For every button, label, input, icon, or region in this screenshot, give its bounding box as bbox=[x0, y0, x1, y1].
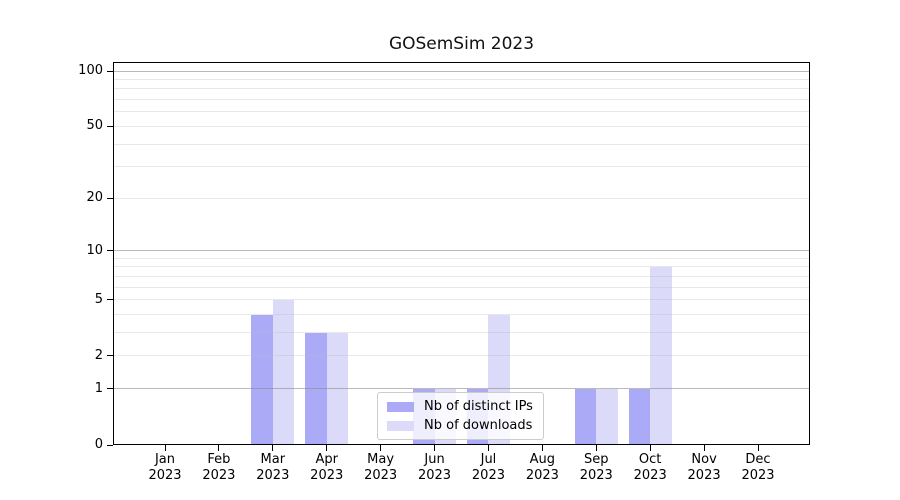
gridline-major-100 bbox=[114, 70, 809, 72]
bar-downloads-mar bbox=[272, 299, 295, 445]
gridline-major-1 bbox=[114, 388, 809, 390]
legend-item-downloads: Nb of downloads bbox=[387, 418, 534, 433]
bar-ips-mar bbox=[251, 314, 273, 445]
x-tick-label-oct: Oct 2023 bbox=[633, 452, 667, 483]
x-tickmark-dec bbox=[757, 445, 759, 451]
x-tick-label-nov: Nov 2023 bbox=[687, 452, 721, 483]
gridline-minor-6 bbox=[114, 286, 809, 288]
y-tick-label-1: 1 bbox=[94, 380, 103, 396]
y-tickmark-100 bbox=[107, 70, 113, 72]
legend-item-distinct-ips: Nb of distinct IPs bbox=[387, 399, 534, 414]
legend-swatch-downloads-icon bbox=[387, 420, 414, 431]
x-tick-label-aug: Aug 2023 bbox=[525, 452, 559, 483]
gridline-minor-9 bbox=[114, 257, 809, 259]
x-tickmark-sep bbox=[595, 445, 597, 451]
gridline-minor-50 bbox=[114, 125, 809, 127]
x-tickmark-may bbox=[380, 445, 382, 451]
bar-downloads-sep bbox=[596, 388, 618, 445]
x-tickmark-feb bbox=[218, 445, 220, 451]
bar-downloads-oct bbox=[650, 266, 672, 445]
x-tickmark-jun bbox=[434, 445, 436, 451]
x-tick-label-apr: Apr 2023 bbox=[310, 452, 344, 483]
y-tick-label-0: 0 bbox=[94, 437, 103, 452]
legend-label-downloads: Nb of downloads bbox=[424, 418, 533, 433]
x-tick-label-sep: Sep 2023 bbox=[579, 452, 613, 483]
gridline-minor-60 bbox=[114, 111, 809, 113]
y-tickmark-1 bbox=[107, 388, 113, 390]
y-tickmark-50 bbox=[107, 125, 113, 127]
x-tick-label-jan: Jan 2023 bbox=[148, 452, 182, 483]
y-tickmark-0 bbox=[107, 444, 113, 446]
bar-ips-sep bbox=[574, 388, 597, 445]
y-tickmark-5 bbox=[107, 299, 113, 301]
y-tick-label-5: 5 bbox=[94, 291, 103, 307]
x-tickmark-jul bbox=[487, 445, 489, 451]
y-tick-label-100: 100 bbox=[78, 63, 103, 79]
x-tickmark-mar bbox=[272, 445, 274, 451]
y-tickmark-10 bbox=[107, 250, 113, 252]
chart-title: GOSemSim 2023 bbox=[388, 34, 535, 54]
x-tick-label-jun: Jun 2023 bbox=[417, 452, 452, 483]
y-tick-label-10: 10 bbox=[86, 242, 103, 258]
gridline-minor-8 bbox=[114, 266, 809, 268]
x-tick-label-dec: Dec 2023 bbox=[741, 452, 775, 483]
x-tickmark-nov bbox=[703, 445, 705, 451]
y-tick-label-50: 50 bbox=[86, 118, 103, 134]
x-tickmark-aug bbox=[541, 445, 543, 451]
x-tick-label-feb: Feb 2023 bbox=[202, 452, 236, 483]
gridline-minor-30 bbox=[114, 166, 809, 168]
gridline-minor-80 bbox=[114, 88, 809, 90]
gridline-minor-90 bbox=[114, 79, 809, 81]
legend-label-distinct-ips: Nb of distinct IPs bbox=[424, 399, 533, 414]
x-tick-label-may: May 2023 bbox=[364, 452, 398, 483]
y-tickmark-20 bbox=[107, 197, 113, 199]
gridline-minor-4 bbox=[114, 314, 809, 316]
gridline-minor-20 bbox=[114, 197, 809, 199]
y-tick-label-2: 2 bbox=[94, 347, 103, 363]
y-tick-label-20: 20 bbox=[86, 190, 103, 206]
y-tickmark-2 bbox=[107, 355, 113, 357]
bar-ips-oct bbox=[628, 388, 651, 445]
gridline-minor-2 bbox=[114, 355, 809, 357]
x-tick-label-jul: Jul 2023 bbox=[471, 452, 505, 483]
x-tick-label-mar: Mar 2023 bbox=[256, 452, 290, 483]
x-tickmark-jan bbox=[164, 445, 166, 451]
x-tickmark-oct bbox=[649, 445, 651, 451]
gridline-minor-7 bbox=[114, 276, 809, 278]
gridline-minor-40 bbox=[114, 143, 809, 145]
legend: Nb of distinct IPs Nb of downloads bbox=[377, 392, 544, 440]
legend-swatch-distinct-ips-icon bbox=[387, 401, 414, 412]
x-tickmark-apr bbox=[326, 445, 328, 451]
gridline-minor-3 bbox=[114, 332, 809, 334]
gridline-major-10 bbox=[114, 250, 809, 252]
gridline-minor-70 bbox=[114, 99, 809, 101]
gridline-minor-5 bbox=[114, 299, 809, 301]
